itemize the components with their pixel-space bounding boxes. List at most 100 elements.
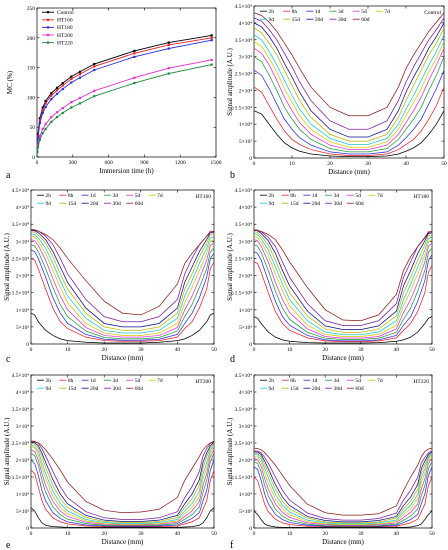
plot-frame	[253, 5, 445, 159]
y-tick-label: 4×10⁴	[239, 205, 252, 211]
panel-letter: d	[230, 354, 235, 365]
y-tick-label: 50	[30, 125, 36, 131]
y-tick-label: 3×10⁴	[16, 239, 29, 245]
series-line-15d	[31, 231, 214, 331]
data-point	[55, 86, 59, 89]
y-tick-label: 2.5×10⁴	[12, 256, 29, 262]
y-tick-label: 100	[27, 95, 36, 101]
y-tick-label: 3×10⁴	[239, 239, 252, 245]
legend-label: HT200	[57, 33, 73, 39]
y-tick-label: 4.5×10⁴	[235, 373, 252, 379]
data-point	[37, 136, 40, 140]
x-tick-label: 50	[441, 161, 447, 167]
y-tick-label: 1×10⁴	[16, 492, 29, 498]
series-line-3d	[254, 244, 432, 340]
y-tick-label: 3.5×10⁴	[235, 38, 252, 44]
legend-label: 3d	[334, 193, 340, 199]
data-point	[41, 132, 44, 135]
series-line-60d	[254, 447, 432, 516]
data-point	[38, 135, 41, 138]
legend-label: 3d	[334, 378, 340, 384]
data-point	[210, 39, 213, 42]
panel-f: 0 10 20 30 40 50 0 5×10³ 1×10⁴ 1.5×10⁴ 2×10⁴ 2.5×10…	[226, 373, 435, 550]
x-tick-label: 0	[253, 531, 256, 537]
data-point	[44, 127, 47, 131]
series-line-2h	[254, 110, 444, 158]
legend-label: 7d	[157, 193, 163, 199]
series-line-9d	[31, 233, 214, 334]
y-tick-label: 2.5×10⁴	[235, 441, 252, 447]
data-point	[70, 77, 73, 81]
y-tick-label: 3×10⁴	[239, 55, 252, 61]
plot-frame	[30, 374, 215, 529]
panel-title: HT180	[413, 194, 429, 200]
data-point	[93, 89, 96, 92]
y-tick-label: 200	[27, 36, 36, 42]
data-point	[44, 105, 47, 109]
x-tick-label: 20	[322, 347, 328, 353]
x-tick-label: 900	[140, 160, 149, 166]
y-tick-label: 3×10⁴	[239, 424, 252, 430]
y-axis-label: Signal amplitude (A.U.)	[226, 233, 234, 301]
series-line-HT220	[37, 64, 212, 157]
series-line-5d	[254, 457, 432, 526]
series-line-8h	[254, 261, 432, 342]
y-tick-label: 0	[249, 342, 252, 348]
panel-letter: e	[6, 540, 11, 550]
data-point	[44, 123, 47, 126]
series-line-20d	[254, 451, 432, 523]
data-point	[133, 76, 136, 79]
series-line-1d	[254, 466, 432, 527]
data-point	[41, 108, 44, 112]
legend-label: 9d	[269, 386, 275, 392]
data-point	[70, 81, 73, 84]
y-tick-label: 3.5×10⁴	[12, 407, 29, 413]
data-point	[93, 62, 96, 66]
series-line-60d	[254, 12, 444, 117]
series-line-1d	[31, 459, 214, 527]
data-point	[55, 92, 59, 95]
series-line-5d	[31, 449, 214, 526]
legend-label: 3d	[112, 378, 118, 384]
panel-letter: a	[6, 170, 11, 181]
x-tick-label: 1200	[175, 160, 186, 166]
y-tick-label: 1.5×10⁴	[235, 291, 252, 297]
y-tick-label: 250	[27, 6, 36, 12]
x-tick-label: 50	[211, 347, 217, 353]
series-line-9d	[31, 444, 214, 524]
legend-label: 60d	[135, 201, 144, 207]
series-line-HT160	[37, 37, 212, 157]
series-group	[31, 228, 214, 344]
panel-title: HT160	[195, 194, 211, 200]
plot-frame	[253, 374, 433, 529]
series-line-8h	[254, 86, 444, 157]
legend-label: 20d	[312, 201, 321, 207]
plot-frame	[253, 189, 433, 345]
plot-frame	[36, 7, 217, 158]
legend-label: 15d	[292, 17, 301, 23]
series-line-15d	[31, 442, 214, 523]
y-axis-label: Signal amplitude (A.U.)	[226, 417, 234, 485]
legend-label: 8h	[290, 378, 296, 384]
legend-label: 20d	[90, 386, 99, 392]
x-tick-label: 20	[322, 531, 328, 537]
x-tick-label: 10	[65, 347, 71, 353]
y-axis-label: MC (%)	[6, 70, 14, 94]
data-point	[167, 67, 170, 70]
series-group	[254, 12, 444, 158]
series-line-2h	[254, 510, 432, 528]
data-point	[210, 34, 213, 37]
series-line-9d	[254, 34, 444, 145]
legend-label: 9d	[269, 17, 275, 23]
series-line-7d	[254, 455, 432, 525]
legend-label: 8h	[68, 193, 74, 199]
data-point	[50, 115, 53, 119]
series-line-3d	[254, 461, 432, 527]
y-tick-label: 3.5×10⁴	[12, 222, 29, 228]
series-line-60d	[31, 440, 214, 514]
data-point	[50, 94, 53, 97]
data-point	[50, 92, 53, 95]
x-tick-label: 10	[287, 531, 293, 537]
legend-label: 15d	[290, 201, 299, 207]
